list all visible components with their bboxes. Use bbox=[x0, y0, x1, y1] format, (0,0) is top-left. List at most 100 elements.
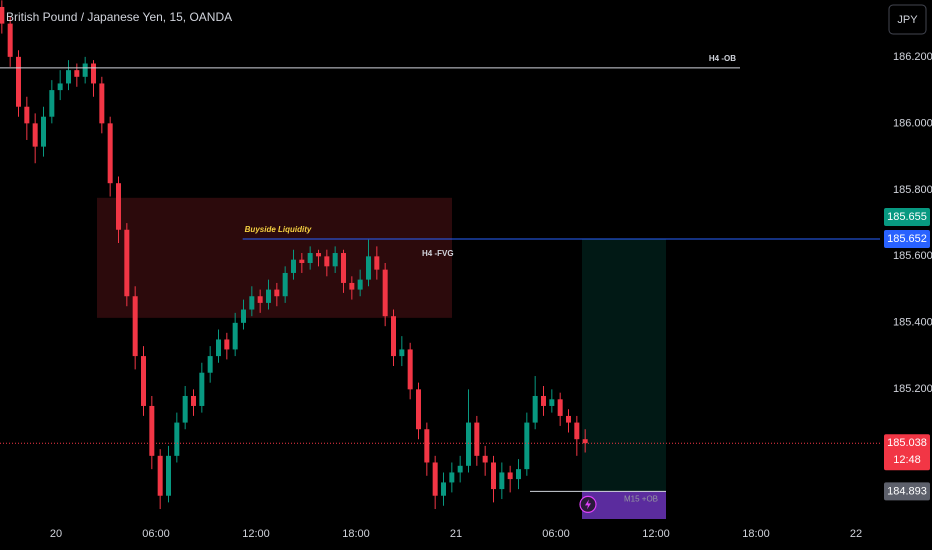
price-marker-label: 184.893 bbox=[887, 485, 927, 497]
candle-body bbox=[482, 455, 488, 463]
m15-ob-label: M15 +OB bbox=[624, 495, 658, 504]
candle-body bbox=[382, 269, 388, 317]
candle-body bbox=[549, 399, 555, 406]
fvg-box bbox=[97, 197, 452, 318]
chart-title: British Pound / Japanese Yen, 15, OANDA bbox=[6, 10, 232, 24]
candle-body bbox=[141, 356, 146, 406]
x-tick-label: 06:00 bbox=[542, 528, 570, 540]
candle-body bbox=[116, 183, 121, 230]
candle-body bbox=[224, 339, 230, 350]
price-marker-label: 185.652 bbox=[887, 233, 927, 245]
x-tick-label: 20 bbox=[50, 528, 62, 540]
candle-body bbox=[424, 429, 430, 463]
candle-body bbox=[516, 469, 521, 480]
x-tick-label: 06:00 bbox=[142, 528, 170, 540]
candle-body bbox=[166, 455, 171, 496]
candle-body bbox=[499, 472, 505, 490]
overlays: 186.200 186.000 185.800 185.600 185.400 185.2… bbox=[0, 51, 932, 540]
y-tick-label: 185.400 bbox=[893, 317, 932, 329]
y-tick-label: 185.600 bbox=[893, 250, 932, 262]
candle-body bbox=[266, 289, 271, 303]
candle-body bbox=[416, 389, 421, 430]
liquidity-label: Buyside Liquidity bbox=[245, 225, 312, 234]
candle-body bbox=[349, 282, 355, 290]
candle-body bbox=[341, 253, 346, 283]
y-tick-label: 186.200 bbox=[893, 51, 932, 63]
candle-body bbox=[274, 289, 280, 297]
candle-body bbox=[566, 415, 571, 423]
candle-body bbox=[7, 23, 13, 57]
price-marker-box bbox=[884, 230, 930, 249]
candle-body bbox=[82, 63, 88, 77]
drawings bbox=[97, 197, 666, 520]
currency-label[interactable]: JPY bbox=[897, 14, 918, 26]
candle-body bbox=[41, 116, 46, 147]
candles bbox=[0, 0, 588, 510]
x-tick-label: 21 bbox=[450, 528, 462, 540]
candle-body bbox=[432, 462, 438, 496]
candle-body bbox=[74, 70, 80, 77]
candle-body bbox=[49, 90, 55, 117]
candle-body bbox=[149, 405, 155, 456]
candle-body bbox=[357, 279, 363, 290]
candle-body bbox=[399, 349, 405, 357]
y-tick-label: 186.000 bbox=[893, 117, 932, 129]
x-tick-label: 22 bbox=[850, 528, 862, 540]
candle-body bbox=[232, 322, 238, 350]
x-tick-label: 12:00 bbox=[642, 528, 670, 540]
candle-body bbox=[57, 83, 63, 91]
candle-body bbox=[557, 399, 563, 416]
candle-body bbox=[307, 253, 313, 263]
candle-body bbox=[324, 256, 330, 267]
candle-body bbox=[441, 482, 446, 496]
candle-body bbox=[207, 356, 213, 373]
candle-body bbox=[124, 229, 130, 297]
candle-body bbox=[199, 372, 205, 406]
candle-body bbox=[366, 256, 371, 280]
candle-body bbox=[66, 70, 71, 84]
x-tick-label: 12:00 bbox=[242, 528, 270, 540]
ob-label: H4 -OB bbox=[709, 54, 736, 63]
alert-bolt bbox=[585, 499, 591, 510]
candle-body bbox=[582, 439, 588, 444]
last-price-label: 185.038 bbox=[887, 437, 927, 449]
candle-body bbox=[474, 422, 480, 456]
candle-body bbox=[216, 339, 221, 357]
currency-button[interactable] bbox=[888, 4, 927, 35]
candle-body bbox=[374, 256, 380, 270]
candle-body bbox=[507, 472, 513, 480]
candle-body bbox=[491, 462, 496, 490]
candle-body bbox=[524, 422, 530, 470]
candle-body bbox=[157, 455, 163, 496]
x-tick-label: 18:00 bbox=[342, 528, 370, 540]
candle-body bbox=[574, 422, 580, 440]
candle-body bbox=[249, 296, 255, 310]
candle-body bbox=[282, 272, 288, 297]
candle-body bbox=[391, 316, 396, 357]
target-zone bbox=[582, 239, 666, 492]
candle-body bbox=[99, 83, 105, 124]
candle-body bbox=[107, 123, 113, 184]
candle-body bbox=[174, 422, 180, 456]
candle-body bbox=[241, 309, 246, 323]
candle-body bbox=[299, 259, 305, 263]
candle-body bbox=[16, 56, 21, 107]
candle-body bbox=[291, 259, 296, 273]
candle-body bbox=[257, 296, 263, 303]
x-tick-label: 18:00 bbox=[742, 528, 770, 540]
candle-body bbox=[407, 349, 413, 390]
candle-body bbox=[466, 422, 471, 466]
candle-body bbox=[91, 63, 96, 84]
candle-body bbox=[457, 465, 463, 473]
candle-body bbox=[191, 395, 196, 406]
fvg-label: H4 -FVG bbox=[422, 249, 454, 258]
price-marker-box bbox=[884, 208, 930, 227]
candle-body bbox=[541, 395, 546, 406]
candle-body bbox=[182, 395, 188, 423]
candle-body bbox=[32, 123, 38, 147]
candle-body bbox=[132, 296, 138, 357]
candle-body bbox=[332, 253, 338, 267]
y-tick-label: 185.200 bbox=[893, 383, 932, 395]
candle-body bbox=[449, 472, 455, 483]
candle-body bbox=[532, 395, 538, 423]
